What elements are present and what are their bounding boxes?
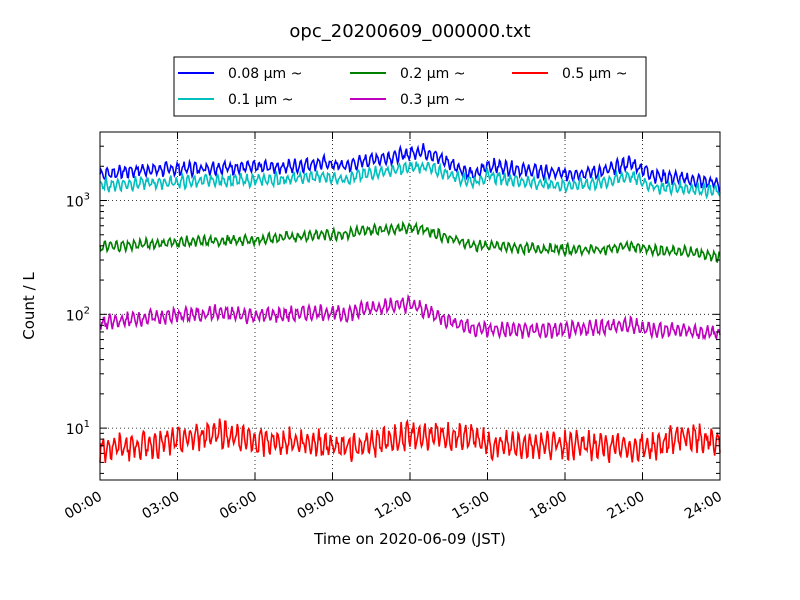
x-tick-label: 18:00 xyxy=(527,489,570,523)
legend-label: 0.3 μm ~ xyxy=(400,92,465,108)
legend-box xyxy=(173,56,647,117)
y-tick-label: 102 xyxy=(66,305,90,324)
grid xyxy=(100,132,720,480)
series-line-2 xyxy=(99,220,721,264)
axis-ticks xyxy=(99,131,721,480)
x-tick-label: 24:00 xyxy=(682,489,725,523)
x-tick-label: 09:00 xyxy=(295,489,338,523)
x-tick-label: 03:00 xyxy=(140,489,183,523)
series-line-3 xyxy=(99,293,721,341)
y-tick-label: 101 xyxy=(66,419,90,438)
series-line-1 xyxy=(99,160,721,200)
series-lines xyxy=(99,143,721,464)
chart-title: opc_20200609_000000.txt xyxy=(289,21,530,42)
series-line-4 xyxy=(99,418,721,464)
legend-label: 0.08 μm ~ xyxy=(228,66,302,82)
legend-label: 0.5 μm ~ xyxy=(562,66,627,82)
y-axis-label: Count / L xyxy=(20,272,38,340)
x-tick-label: 06:00 xyxy=(217,489,260,523)
y-tick-label: 103 xyxy=(66,192,90,211)
legend-label: 0.1 μm ~ xyxy=(228,92,293,108)
x-tick-label: 15:00 xyxy=(450,489,493,523)
x-axis-label: Time on 2020-06-09 (JST) xyxy=(313,530,506,548)
x-tick-label: 00:00 xyxy=(62,489,105,523)
x-tick-label: 21:00 xyxy=(605,489,648,523)
x-tick-labels: 00:00 03:00 06:00 09:00 12:00 15:00 18:00 21:00… xyxy=(62,489,725,523)
x-tick-label: 12:00 xyxy=(372,489,415,523)
legend-label: 0.2 μm ~ xyxy=(400,66,465,82)
y-tick-labels: 101 102 103 xyxy=(66,192,90,439)
series-line-0 xyxy=(99,143,721,194)
legend: 0.08 μm ~ 0.1 μm ~ 0.2 μm ~ 0.3 μm ~ 0.5 μm … xyxy=(173,56,647,117)
